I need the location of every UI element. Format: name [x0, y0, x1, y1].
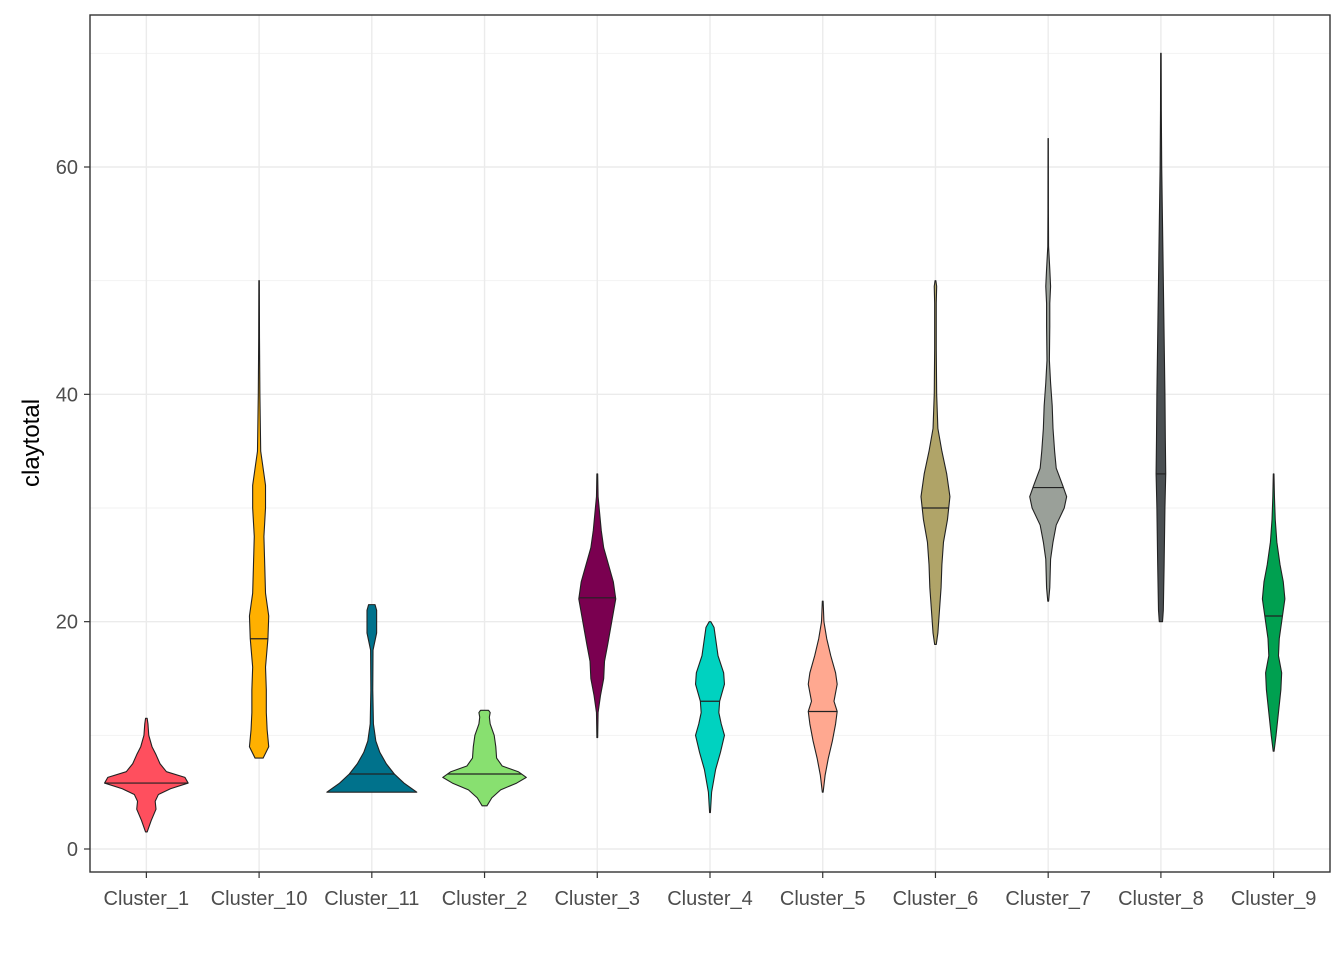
x-tick-label: Cluster_1	[104, 888, 190, 910]
y-axis-title: claytotal	[18, 399, 45, 487]
y-tick-label: 20	[56, 612, 78, 634]
x-tick-label: Cluster_9	[1231, 888, 1317, 910]
violin-shape	[807, 600, 838, 793]
x-tick-label: Cluster_6	[893, 888, 979, 910]
violin-cluster-9	[1261, 473, 1286, 752]
violin-cluster-5	[807, 600, 838, 793]
violin-shape	[1261, 473, 1286, 752]
violin-shape	[578, 473, 617, 739]
violin-cluster-1	[104, 717, 189, 833]
violin-cluster-3	[578, 473, 617, 739]
violin-shape	[920, 280, 951, 645]
violin-cluster-2	[442, 709, 527, 807]
x-tick-label: Cluster_8	[1118, 888, 1204, 910]
violin-shape	[1029, 138, 1068, 602]
x-tick-label: Cluster_4	[667, 888, 753, 910]
violin-shape	[104, 717, 189, 833]
y-tick-label: 40	[56, 384, 78, 406]
violin-cluster-7	[1029, 138, 1068, 602]
violin-cluster-6	[920, 280, 951, 645]
x-tick-label: Cluster_3	[554, 888, 640, 910]
axis-layer: 0 20 40 60 Cluster_1 Cluster_10 Cluster_11 Clus…	[56, 157, 1317, 910]
violin-cluster-8	[1155, 52, 1167, 623]
violin-shape	[326, 604, 418, 793]
x-tick-label: Cluster_2	[442, 888, 528, 910]
violin-shape	[694, 621, 726, 814]
x-tick-label: Cluster_11	[324, 888, 419, 910]
x-tick-label: Cluster_10	[211, 888, 308, 910]
violin-cluster-10	[248, 280, 270, 759]
violin-cluster-4	[694, 621, 726, 814]
x-tick-label: Cluster_5	[780, 888, 866, 910]
violin-layer	[104, 52, 1286, 833]
violin-shape	[1155, 52, 1167, 623]
y-tick-label: 60	[56, 157, 78, 179]
y-tick-label: 0	[67, 839, 78, 861]
violin-cluster-11	[326, 604, 418, 793]
x-tick-label: Cluster_7	[1005, 888, 1091, 910]
